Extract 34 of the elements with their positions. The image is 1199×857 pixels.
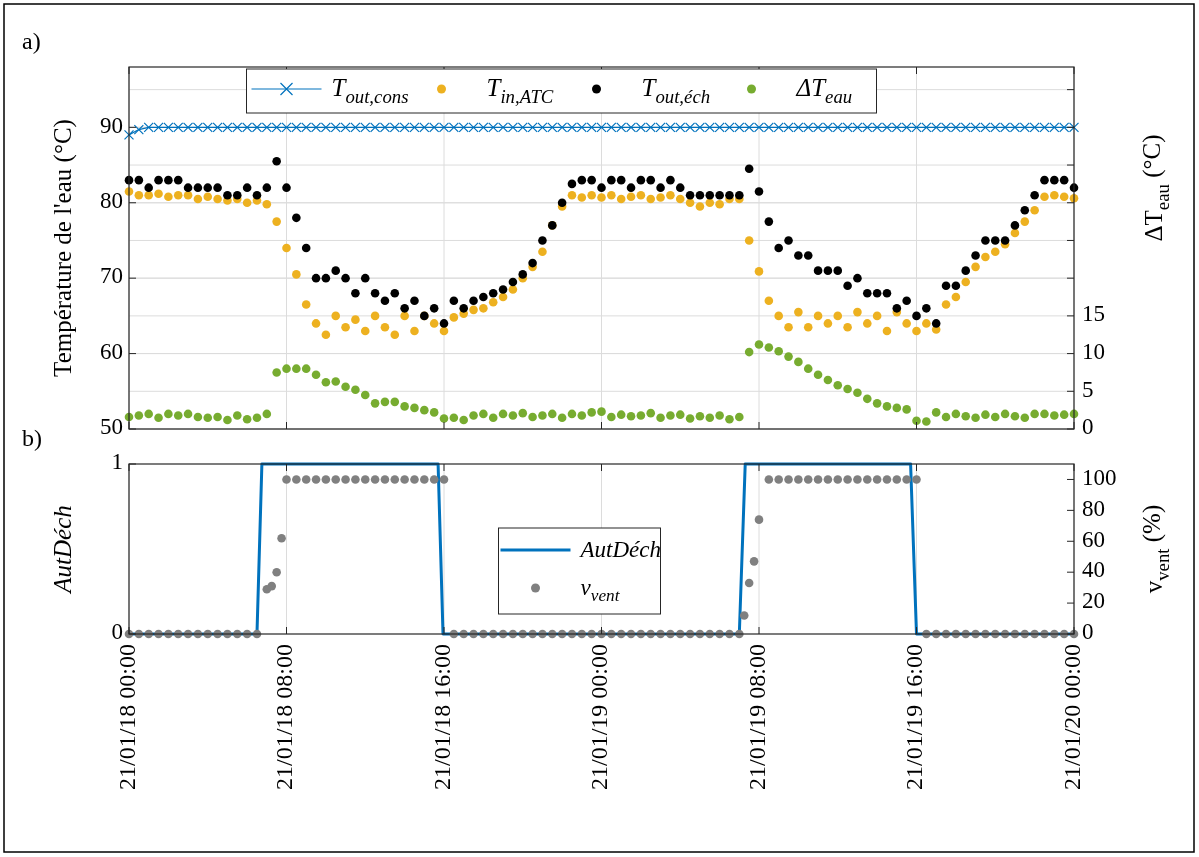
y-tick-label: 1 (111, 449, 123, 475)
y2-tick-label: 60 (1082, 526, 1105, 552)
y2-tick-label: 80 (1082, 495, 1105, 521)
legend-label: T$_{in,ATC}$ (486, 74, 554, 107)
y2-tick-label: 20 (1082, 588, 1105, 614)
y-tick-label: 70 (100, 263, 123, 289)
text: a) (22, 28, 41, 54)
y2-tick-label: 0 (1082, 619, 1094, 645)
x-tick-label: 21/01/18 08:00 (271, 644, 298, 791)
x-tick-label: 21/01/18 00:00 (113, 644, 140, 791)
y2-tick-label: 100 (1082, 464, 1117, 490)
x-tick-label: 21/01/18 16:00 (428, 644, 455, 791)
y-tick-label: 80 (100, 188, 123, 214)
y-tick-label: 0 (111, 619, 123, 645)
y2-tick-label: 40 (1082, 557, 1105, 583)
legend-label: T$_{out,cons}$ (331, 74, 409, 107)
y2-tick-label: 10 (1082, 338, 1105, 364)
y2-tick-label: 15 (1082, 301, 1105, 327)
y-tick-label: 90 (100, 112, 123, 138)
legend-label: T$_{out,éch}$ (641, 74, 711, 107)
x-tick-label: 21/01/19 08:00 (743, 644, 770, 791)
x-tick-label: 21/01/19 00:00 (586, 644, 613, 791)
y2-tick-label: 0 (1082, 414, 1094, 440)
y-tick-label: 60 (100, 338, 123, 364)
y-tick-label: 50 (100, 414, 123, 440)
legend-label: v$_{vent}$ (580, 575, 621, 606)
text: b) (22, 425, 42, 451)
y2-tick-label: 5 (1082, 376, 1094, 402)
legend-label: AutDéch (578, 537, 661, 562)
legend-label: ΔT$_{eau}$ (795, 74, 853, 107)
x-tick-label: 21/01/20 00:00 (1058, 644, 1085, 791)
y-axis-title: AutDéch (49, 505, 76, 595)
y-axis-title: Température de l'eau (°C) (49, 119, 77, 377)
x-tick-label: 21/01/19 16:00 (901, 644, 928, 791)
